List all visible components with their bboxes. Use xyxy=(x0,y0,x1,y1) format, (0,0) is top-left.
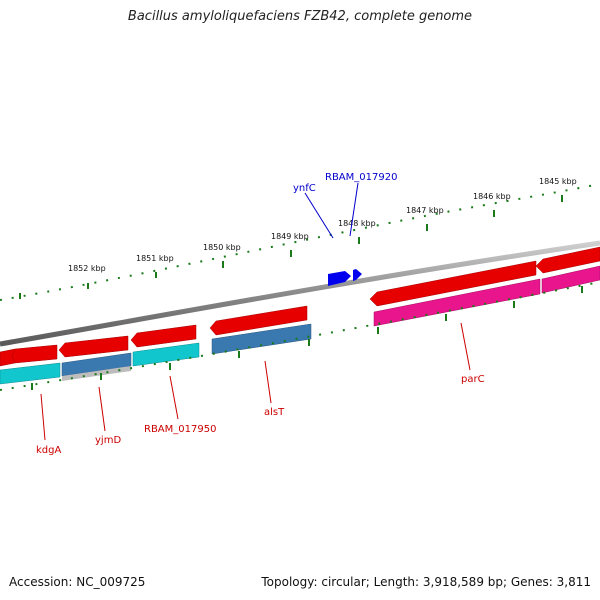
scale-label-1847: 1847 kbp xyxy=(406,206,444,215)
gene-forward-4[interactable] xyxy=(130,324,197,348)
reverse-genes[interactable] xyxy=(0,265,600,385)
scale-label-1849: 1849 kbp xyxy=(271,232,309,241)
forward-genes[interactable] xyxy=(0,246,600,367)
gene-parC[interactable] xyxy=(369,260,537,307)
inner-scale xyxy=(0,281,600,391)
genome-backbone xyxy=(0,240,600,347)
gene-forward-5[interactable] xyxy=(209,305,308,336)
label-RBAM_017950: RBAM_017950 xyxy=(144,424,216,435)
gene-forward-3[interactable] xyxy=(58,335,129,358)
scale-label-1845: 1845 kbp xyxy=(539,177,577,186)
gene-labels: ynfC RBAM_017920 kdgA yjmD RBAM_017950 a… xyxy=(36,172,485,456)
outer-major-ticks xyxy=(19,195,563,299)
label-alsT: alsT xyxy=(264,407,285,418)
scale-label-1850: 1850 kbp xyxy=(203,243,241,252)
gene-forward-7[interactable] xyxy=(535,246,600,274)
gene-kdgA[interactable] xyxy=(0,362,61,385)
label-parC: parC xyxy=(461,374,485,385)
gene-reverse-magenta-2[interactable] xyxy=(541,265,600,294)
gene-RBAM_017920[interactable] xyxy=(353,269,362,281)
scale-labels: 1852 kbp 1851 kbp 1850 kbp 1849 kbp 1848… xyxy=(68,177,577,273)
scale-label-1851: 1851 kbp xyxy=(136,254,174,263)
gene-RBAM_017950[interactable] xyxy=(132,342,200,367)
selected-genes[interactable] xyxy=(328,269,362,286)
label-kdgA: kdgA xyxy=(36,445,61,456)
gene-yjmD-lower xyxy=(62,366,131,381)
label-yjmD: yjmD xyxy=(95,435,121,446)
accession-text: Accession: NC_009725 xyxy=(9,575,146,589)
gene-ynfC[interactable] xyxy=(328,271,351,286)
scale-label-1852: 1852 kbp xyxy=(68,264,106,273)
label-leaders xyxy=(40,182,471,441)
gene-alsT[interactable] xyxy=(211,323,312,355)
map-title: Bacillus amyloliquefaciens FZB42, comple… xyxy=(127,9,473,24)
label-RBAM_017920: RBAM_017920 xyxy=(325,172,397,183)
scale-label-1848: 1848 kbp xyxy=(338,219,376,228)
genome-summary-text: Topology: circular; Length: 3,918,589 bp… xyxy=(261,575,591,589)
gene-forward-2[interactable] xyxy=(11,344,58,364)
label-ynfC: ynfC xyxy=(293,183,316,194)
inner-major-ticks xyxy=(31,286,583,390)
scale-label-1846: 1846 kbp xyxy=(473,192,511,201)
gene-reverse-magenta-1[interactable] xyxy=(373,278,541,327)
outer-scale xyxy=(0,183,600,301)
